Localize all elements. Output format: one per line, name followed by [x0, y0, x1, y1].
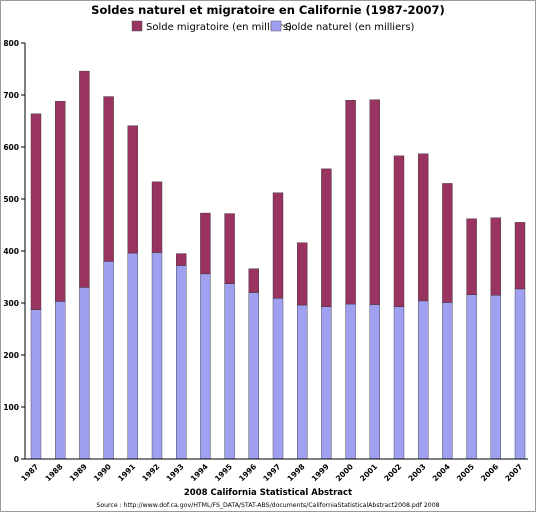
- x-tick-label: 2001: [358, 462, 379, 483]
- legend: Solde migratoire (en milliers) Solde nat…: [131, 20, 415, 33]
- bar-solde-naturel: [55, 301, 66, 460]
- bar-solde-naturel: [466, 294, 477, 460]
- bar-solde-migratoire: [175, 253, 187, 266]
- y-tick-label: 200: [3, 351, 19, 360]
- bar-solde-migratoire: [272, 192, 284, 299]
- legend-swatch-naturel: [270, 20, 282, 32]
- bar-solde-migratoire: [151, 181, 163, 253]
- chart-title: Soldes naturel et migratoire en Californ…: [91, 3, 445, 17]
- bar-solde-naturel: [30, 309, 42, 460]
- bar-solde-naturel: [393, 306, 405, 460]
- x-tick-label: 2006: [479, 462, 500, 483]
- x-tick-label: 1989: [68, 462, 89, 483]
- bar-solde-migratoire: [297, 242, 308, 306]
- bar-solde-migratoire: [466, 218, 477, 295]
- x-tick-label: 1987: [19, 462, 40, 483]
- x-tick-label: 2002: [382, 462, 403, 483]
- bar-solde-naturel: [127, 252, 139, 460]
- bar-solde-migratoire: [30, 113, 42, 310]
- y-tick-label: 400: [3, 247, 19, 256]
- bar-solde-naturel: [248, 292, 260, 460]
- bar-solde-naturel: [297, 304, 308, 460]
- y-tick-label: 300: [3, 299, 19, 308]
- x-tick-label: 1988: [43, 462, 64, 483]
- source-note: Source : http://www.dof.ca.gov/HTML/FS_D…: [96, 502, 439, 509]
- bar-solde-migratoire: [127, 125, 139, 254]
- bar-solde-migratoire: [103, 96, 114, 262]
- bar-solde-migratoire: [369, 99, 380, 305]
- legend-label-naturel: Solde naturel (en milliers): [285, 22, 415, 33]
- bar-solde-naturel: [418, 300, 429, 460]
- x-tick-label: 2007: [503, 462, 524, 483]
- bar-solde-migratoire: [248, 268, 260, 293]
- y-tick-label: 0: [14, 455, 19, 464]
- x-tick-label: 1993: [164, 462, 185, 483]
- bar-solde-naturel: [345, 303, 356, 460]
- x-tick-label: 1996: [237, 462, 258, 483]
- bar-solde-naturel: [103, 261, 114, 460]
- x-tick-label: 2000: [334, 462, 355, 483]
- x-tick-label: 2004: [431, 462, 452, 483]
- x-tick-label: 1994: [189, 462, 210, 483]
- x-tick-label: 1992: [140, 462, 161, 483]
- y-tick-label: 600: [3, 143, 19, 152]
- x-tick-label: 1995: [213, 462, 234, 483]
- bars: [30, 70, 526, 460]
- x-axis-label: 2008 California Statistical Abstract: [184, 488, 352, 498]
- bar-solde-migratoire: [345, 99, 356, 305]
- bar-solde-migratoire: [55, 101, 66, 302]
- bar-solde-migratoire: [418, 153, 429, 302]
- bar-solde-naturel: [321, 306, 332, 460]
- bar-solde-naturel: [79, 287, 90, 460]
- x-tick-label: 2003: [406, 462, 427, 483]
- bar-solde-naturel: [175, 265, 187, 460]
- x-axis: 1987 1988 1989 1990 1991 1992 1993 1994 1995 1996…: [19, 458, 528, 483]
- x-tick-label: 1997: [261, 462, 282, 483]
- bar-solde-naturel: [224, 283, 235, 460]
- legend-label-migratoire: Solde migratoire (en milliers): [146, 22, 292, 33]
- bar-solde-naturel: [442, 302, 453, 460]
- bar-solde-migratoire: [393, 155, 405, 307]
- bar-solde-migratoire: [200, 212, 211, 275]
- bar-solde-naturel: [490, 295, 501, 460]
- legend-swatch-migratoire: [131, 20, 143, 32]
- bar-solde-naturel: [200, 273, 211, 460]
- bar-solde-naturel: [369, 304, 380, 460]
- bar-solde-migratoire: [442, 183, 453, 303]
- x-tick-label: 1990: [92, 462, 113, 483]
- bar-solde-naturel: [151, 252, 163, 460]
- y-tick-label: 100: [3, 403, 19, 412]
- bar-solde-migratoire: [321, 168, 332, 307]
- x-tick-label: 1998: [285, 462, 306, 483]
- bar-solde-migratoire: [514, 222, 526, 290]
- y-tick-label: 500: [3, 195, 19, 204]
- bar-solde-naturel: [514, 288, 526, 460]
- y-tick-label: 800: [3, 39, 19, 48]
- x-tick-label: 2005: [455, 462, 476, 483]
- x-tick-label: 1991: [116, 462, 137, 483]
- y-axis: 0 100 200 300 400 500 600 700 800: [3, 39, 26, 464]
- bar-solde-migratoire: [79, 70, 90, 288]
- x-tick-label: 1999: [310, 462, 331, 483]
- bar-solde-migratoire: [224, 213, 235, 284]
- bar-solde-naturel: [272, 298, 284, 460]
- y-tick-label: 700: [3, 91, 19, 100]
- bar-solde-migratoire: [490, 217, 501, 296]
